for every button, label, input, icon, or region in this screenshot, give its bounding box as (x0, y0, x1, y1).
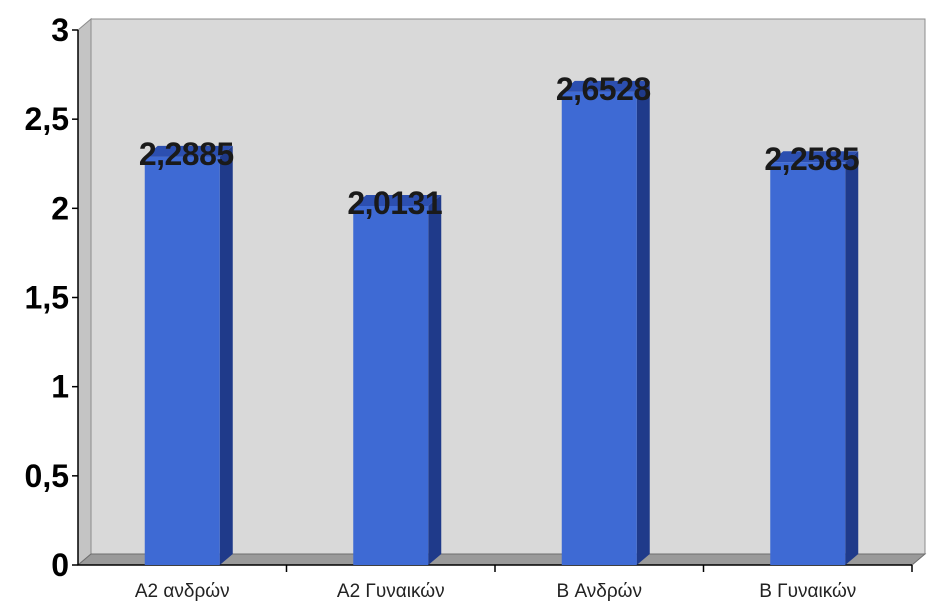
bar-top (144, 145, 233, 157)
x-axis: A2 ανδρών A2 Γυναικών B Ανδρών B Γυναικών (78, 564, 913, 602)
bar (770, 151, 859, 565)
y-tick-label: 1,5 (25, 280, 69, 316)
bar-side (845, 151, 859, 565)
x-tick-label: A2 Γυναικών (337, 581, 445, 602)
bar-side (636, 80, 650, 566)
data-label: 2,0131 (347, 185, 442, 221)
x-tick-label: B Ανδρών (557, 581, 643, 602)
x-tick-label: A2 ανδρών (135, 581, 230, 602)
x-tick-label: B Γυναικών (759, 581, 856, 602)
bar (144, 145, 233, 566)
data-label: 2,6528 (556, 71, 651, 107)
y-tick-label: 0,5 (25, 458, 69, 494)
bar (561, 80, 650, 566)
y-tick-label: 3 (51, 12, 69, 48)
data-label: 2,2585 (764, 141, 859, 177)
bar-side (428, 194, 442, 565)
bar (353, 194, 442, 565)
y-tick-label: 2 (51, 190, 69, 226)
bar-top (561, 80, 650, 92)
bar-front (353, 205, 429, 565)
data-labels: 2,2885 2,0131 2,6528 2,2585 (139, 71, 860, 221)
bar-front (770, 162, 846, 565)
y-axis: 0 0,5 1 1,5 2 2,5 3 (25, 12, 79, 583)
bars (144, 80, 859, 566)
y-tick-label: 1 (51, 369, 69, 405)
bar-front (144, 156, 220, 566)
y-tick-label: 0 (51, 547, 69, 583)
side-wall (77, 17, 92, 567)
bar-top (770, 151, 859, 163)
y-tick-label: 2,5 (25, 101, 69, 137)
bar-front (561, 91, 637, 566)
bar-side (219, 145, 233, 566)
bar-top (353, 194, 442, 206)
data-label: 2,2885 (139, 136, 234, 172)
